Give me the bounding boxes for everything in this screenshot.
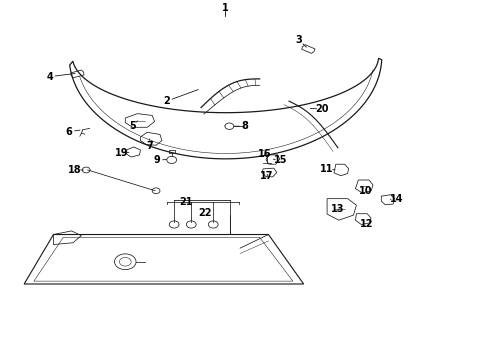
- Text: 19: 19: [115, 148, 128, 158]
- Text: 6: 6: [66, 127, 73, 136]
- Text: 12: 12: [361, 219, 374, 229]
- Text: 14: 14: [390, 194, 403, 204]
- Text: 10: 10: [360, 186, 373, 197]
- Text: 2: 2: [164, 96, 170, 106]
- Text: 1: 1: [222, 3, 229, 13]
- Text: 21: 21: [180, 197, 193, 207]
- Text: 20: 20: [316, 104, 329, 114]
- Text: 4: 4: [46, 72, 53, 82]
- Text: 7: 7: [147, 141, 153, 151]
- Text: 22: 22: [198, 208, 212, 218]
- Text: 16: 16: [258, 149, 271, 159]
- Text: 18: 18: [68, 165, 82, 175]
- Text: 11: 11: [320, 164, 334, 174]
- Text: 9: 9: [154, 155, 160, 165]
- Text: 13: 13: [331, 204, 344, 215]
- Text: 17: 17: [260, 171, 274, 181]
- Bar: [169, 150, 174, 153]
- Text: 15: 15: [274, 155, 288, 165]
- Text: 5: 5: [129, 121, 136, 131]
- Text: 8: 8: [242, 121, 248, 131]
- Text: 3: 3: [295, 35, 302, 45]
